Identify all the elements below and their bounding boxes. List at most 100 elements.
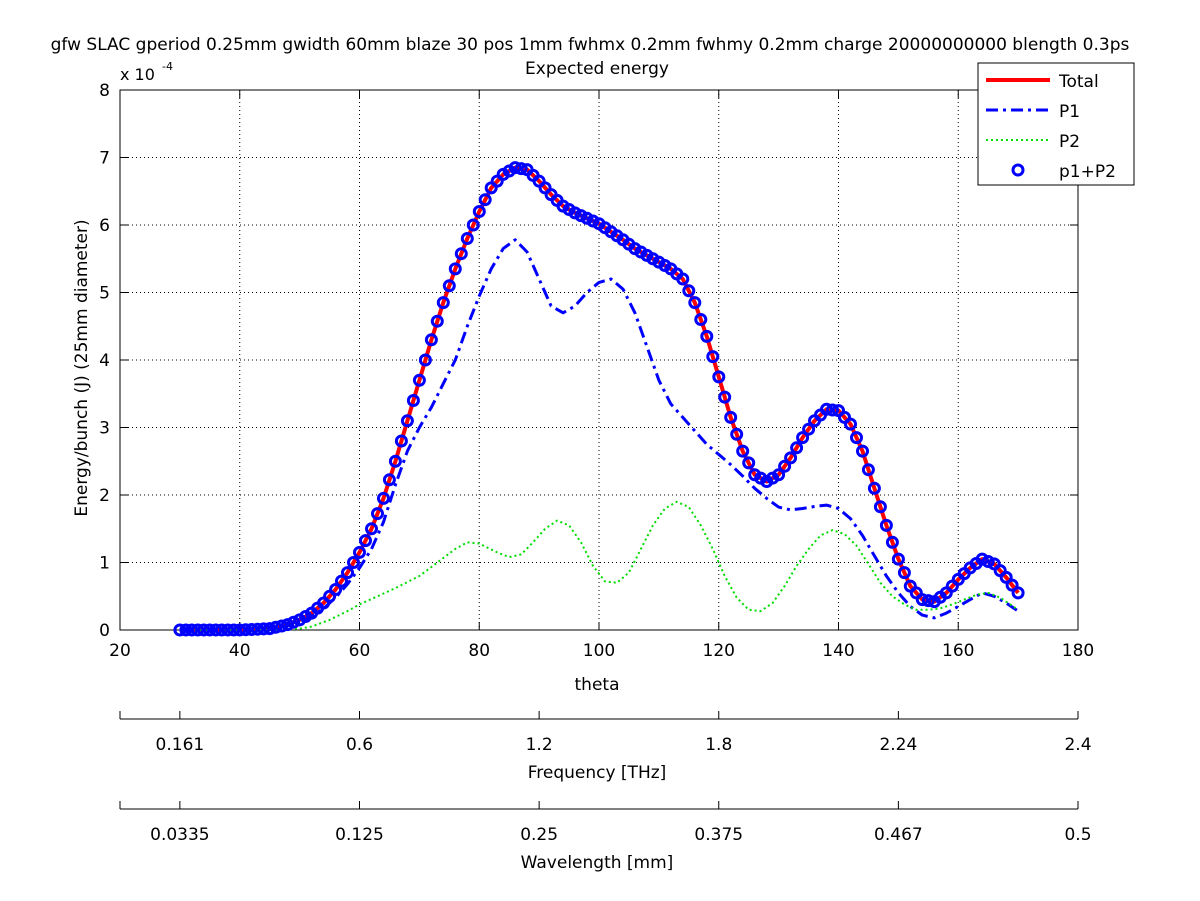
- data-point-marker: [257, 622, 271, 636]
- secondary-tick-label: 0.0335: [150, 825, 209, 845]
- data-point-marker: [796, 431, 810, 445]
- data-point-marker: [873, 500, 887, 514]
- x-tick-label: 140: [822, 641, 854, 661]
- data-point-marker: [466, 218, 480, 232]
- data-point-marker: [891, 552, 905, 566]
- wavelength-axis: 0.0335 0.125 0.25 0.375 0.467 0.5 Wavelength …: [119, 801, 1092, 873]
- data-point-marker: [335, 574, 348, 588]
- data-point-marker: [1005, 578, 1019, 592]
- y-tick-label: 7: [99, 149, 110, 169]
- data-point-marker: [742, 456, 756, 470]
- data-point-marker: [353, 545, 366, 559]
- data-point-marker: [778, 459, 792, 473]
- y-tick-label: 5: [99, 284, 110, 304]
- legend-label-p1-plus-p2: p1+P2: [1059, 162, 1116, 182]
- data-point-marker: [712, 370, 726, 384]
- data-point-marker: [981, 555, 995, 568]
- data-point-marker: [221, 623, 235, 637]
- axis-ticks: [119, 89, 1079, 631]
- data-point-marker: [418, 353, 432, 367]
- data-point-marker: [478, 193, 492, 207]
- data-point-marker: [275, 619, 289, 633]
- data-point-marker: [897, 566, 911, 580]
- x-tick-label: 20: [109, 641, 131, 661]
- data-point-marker: [400, 414, 414, 428]
- frequency-axis-ticks: 0.161 0.6 1.2 1.8 2.24 2.4: [119, 711, 1092, 755]
- data-point-marker: [377, 491, 390, 505]
- y-tick-label: 2: [99, 486, 110, 506]
- data-point-marker: [790, 441, 804, 455]
- data-point-marker: [359, 534, 372, 548]
- data-point-marker: [514, 162, 528, 176]
- data-point-marker: [191, 623, 205, 637]
- data-point-marker: [724, 410, 738, 424]
- secondary-tick-label: 0.25: [520, 825, 558, 845]
- data-point-marker: [784, 451, 798, 465]
- y-tick-label: 0: [99, 621, 110, 641]
- data-point-marker: [448, 262, 462, 276]
- y-multiplier-label: x 10: [120, 65, 155, 84]
- data-point-marker: [472, 205, 486, 218]
- data-point-marker: [269, 620, 283, 634]
- data-point-marker: [341, 566, 354, 580]
- data-point-marker: [915, 593, 929, 607]
- data-point-marker: [844, 417, 857, 431]
- x-tick-label: 80: [468, 641, 490, 661]
- data-point-marker: [850, 431, 863, 445]
- data-point-marker: [682, 284, 696, 298]
- data-point-marker: [424, 333, 438, 347]
- data-point-marker: [885, 535, 899, 549]
- data-point-marker: [454, 247, 468, 261]
- data-point-marker: [442, 279, 456, 293]
- secondary-tick-label: 0.161: [156, 735, 205, 755]
- y-tick-label: 6: [99, 216, 110, 236]
- secondary-tick-label: 1.8: [705, 735, 732, 755]
- data-point-marker: [508, 161, 522, 175]
- data-point-marker: [281, 618, 295, 632]
- data-point-marker: [233, 623, 247, 637]
- series-line-p2: [179, 500, 1019, 631]
- legend-swatch-p1-plus-p2: [1011, 163, 1025, 177]
- data-point-marker: [802, 422, 816, 436]
- wavelength-axis-label: Wavelength [mm]: [521, 853, 674, 873]
- data-point-marker: [856, 444, 869, 458]
- series-layer: [173, 161, 1025, 637]
- secondary-tick-label: 2.24: [879, 735, 917, 755]
- data-point-marker: [676, 272, 690, 286]
- chart-subtitle: Expected energy: [525, 59, 669, 79]
- data-point-marker: [215, 623, 229, 637]
- data-point-marker: [1011, 586, 1025, 600]
- y-axis-label: Energy/bunch (J) (25mm diameter): [72, 219, 92, 516]
- data-point-marker: [203, 623, 217, 637]
- data-point-marker: [179, 623, 193, 637]
- data-point-marker: [867, 481, 881, 495]
- secondary-tick-label: 0.5: [1064, 825, 1091, 845]
- x-tick-label: 180: [1062, 641, 1094, 661]
- data-point-marker: [694, 313, 708, 326]
- secondary-tick-label: 0.375: [694, 825, 743, 845]
- series-line-p1: [179, 238, 1019, 632]
- data-point-marker: [209, 623, 223, 637]
- data-point-marker: [239, 623, 253, 637]
- data-point-marker: [430, 314, 444, 328]
- x-axis-label: theta: [575, 675, 620, 695]
- data-point-marker: [382, 473, 396, 487]
- y-multiplier-exponent: -4: [162, 60, 173, 73]
- y-tick-label: 8: [99, 81, 110, 101]
- data-point-marker: [251, 622, 265, 636]
- frequency-axis: 0.161 0.6 1.2 1.8 2.24 2.4 Frequency [THz]: [119, 711, 1092, 783]
- secondary-tick-label: 2.4: [1064, 735, 1091, 755]
- legend-entry-total: Total: [986, 72, 1099, 92]
- data-point-marker: [736, 444, 750, 458]
- data-point-marker: [287, 615, 301, 629]
- data-point-marker: [730, 427, 744, 441]
- data-point-marker: [688, 296, 702, 310]
- data-point-marker: [394, 434, 408, 448]
- legend-label-total: Total: [1058, 72, 1099, 92]
- legend-entry-p1: P1: [986, 102, 1080, 122]
- data-point-marker: [921, 594, 935, 608]
- legend: Total P1 P2 p1+P2: [977, 62, 1135, 186]
- data-point-marker: [365, 522, 378, 536]
- data-point-marker: [185, 623, 199, 637]
